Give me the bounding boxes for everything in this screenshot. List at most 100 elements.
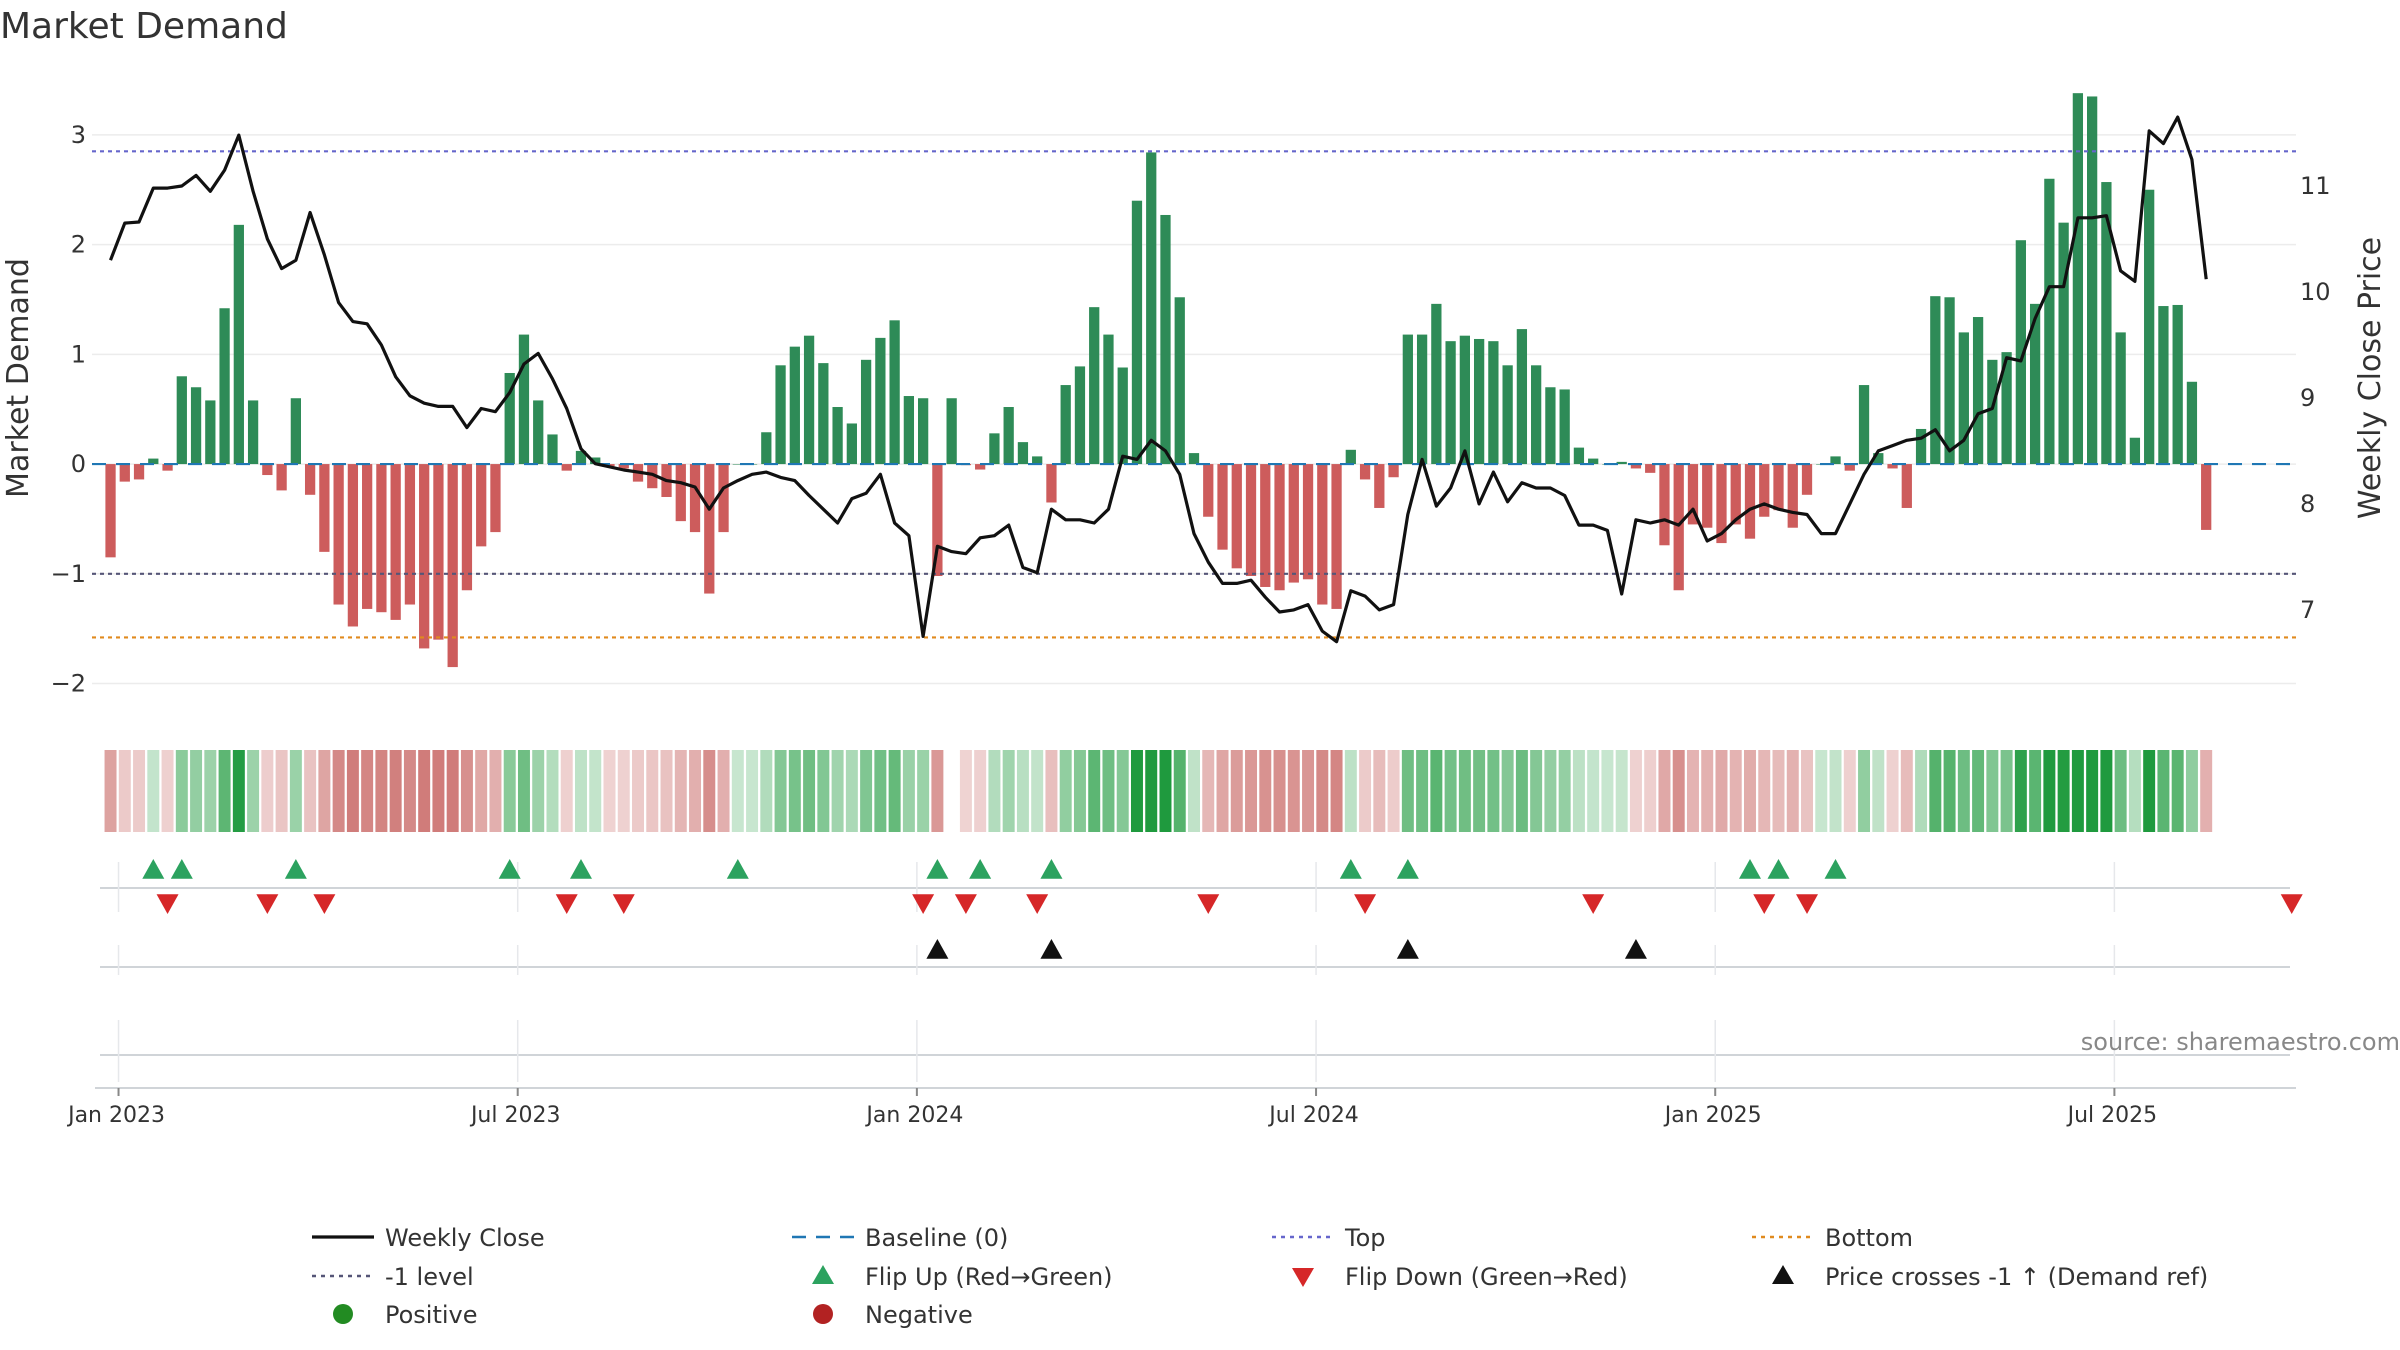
flip-down-marker	[1582, 894, 1605, 914]
flip-down-marker	[954, 894, 977, 914]
x-tick-label: Jan 2023	[66, 1103, 165, 1128]
heat-strip-cell	[1572, 750, 1585, 832]
heat-strip-cell	[731, 750, 744, 832]
legend-swatch	[813, 1304, 833, 1324]
heat-strip-cell	[1701, 750, 1714, 832]
flip-up-marker	[1738, 859, 1761, 879]
demand-bar	[219, 308, 230, 465]
demand-bar	[105, 464, 116, 558]
heat-strip-cell	[2171, 750, 2184, 832]
heat-strip-cell	[1772, 750, 1785, 832]
demand-bar	[1588, 458, 1599, 465]
heat-strip-cell	[389, 750, 402, 832]
y-tick-right-label: 9	[2300, 384, 2315, 412]
heat-strip-cell	[218, 750, 231, 832]
demand-bar	[119, 464, 130, 482]
heat-strip-cell	[1031, 750, 1044, 832]
heat-strip-cell	[2143, 750, 2156, 832]
heat-strip-cell	[1302, 750, 1315, 832]
demand-bar	[1801, 464, 1813, 495]
heat-strip-cell	[1487, 750, 1500, 832]
legend-label: Flip Down (Green→Red)	[1345, 1263, 1628, 1291]
heat-strip-cell	[2014, 750, 2027, 832]
demand-bar	[1702, 464, 1713, 528]
demand-bar	[1773, 464, 1784, 511]
heat-strip-cell	[988, 750, 1001, 832]
demand-bar	[2087, 96, 2098, 465]
y-tick-label: 0	[71, 450, 86, 478]
heat-strip-cell	[2086, 750, 2099, 832]
heat-strip-cell	[1729, 750, 1742, 832]
heat-strip-cell	[432, 750, 445, 832]
heat-strip-cell	[1444, 750, 1457, 832]
demand-bar	[889, 320, 900, 465]
heat-strip-cell	[1173, 750, 1186, 832]
demand-bar	[1331, 464, 1342, 609]
demand-bar	[1687, 464, 1699, 525]
heat-strip-cell	[1515, 750, 1528, 832]
heat-strip-cell	[1473, 750, 1486, 832]
heat-strip-cell	[2114, 750, 2127, 832]
demand-bar	[675, 464, 686, 522]
demand-bar	[946, 398, 957, 465]
demand-bar	[1103, 334, 1114, 465]
heat-strip-cell	[1002, 750, 1015, 832]
weekly-close-layer	[109, 115, 2208, 644]
heat-strip-cell	[1458, 750, 1471, 832]
demand-bar	[2144, 189, 2155, 465]
heat-strip-cell	[517, 750, 530, 832]
heat-strip-cell	[902, 750, 915, 832]
heat-strip-cell	[2057, 750, 2070, 832]
heat-strip-cell	[1629, 750, 1642, 832]
y-tick-label: 2	[71, 231, 86, 259]
heat-strip-cell	[1273, 750, 1286, 832]
legend-label: Price crosses -1 ↑ (Demand ref)	[1825, 1263, 2208, 1291]
demand-bar	[1203, 464, 1214, 517]
heat-strip-cell	[646, 750, 659, 832]
heat-strip-cell	[261, 750, 274, 832]
price-cross-marker	[1624, 939, 1647, 959]
demand-bar	[2015, 240, 2026, 465]
demand-bar	[575, 450, 587, 465]
demand-bar	[718, 464, 729, 533]
heat-strip-cell	[1045, 750, 1058, 832]
flip-up-marker	[1767, 859, 1790, 879]
heat-strip-cell	[1501, 750, 1514, 832]
heat-strip-cell	[1786, 750, 1799, 832]
heat-strip-cell	[1758, 750, 1771, 832]
demand-bar	[1231, 464, 1242, 569]
heat-strip-cell	[546, 750, 559, 832]
heat-strip-cell	[774, 750, 787, 832]
heat-strip-cell	[2200, 750, 2213, 832]
flip-down-marker	[1026, 894, 1049, 914]
demand-bar	[547, 434, 558, 465]
flip-up-marker	[1824, 859, 1847, 879]
demand-bar	[1260, 464, 1271, 587]
heat-strip-cell	[617, 750, 630, 832]
demand-bar	[376, 464, 387, 613]
demand-bar	[1502, 365, 1513, 465]
heat-strip-cell	[1259, 750, 1272, 832]
demand-bar	[190, 387, 202, 465]
demand-bar	[518, 334, 530, 465]
flip-down-marker	[912, 894, 935, 914]
demand-bar	[162, 464, 173, 471]
demand-bar	[262, 464, 273, 476]
demand-bar	[1374, 464, 1385, 508]
right-y-ticks: 7 8 9 10 11	[2300, 172, 2331, 624]
heat-strip-cell	[104, 750, 117, 832]
heat-strip-cell	[1615, 750, 1628, 832]
demand-bar	[1402, 334, 1413, 465]
demand-bar	[490, 464, 501, 533]
demand-bar	[1944, 297, 1955, 465]
demand-bar	[433, 464, 444, 640]
heat-strip-cell	[204, 750, 217, 832]
heat-strip-cell	[1644, 750, 1657, 832]
legend-item: Bottom	[1752, 1224, 1913, 1252]
heat-strip-cell	[874, 750, 887, 832]
demand-bar	[803, 335, 815, 465]
heat-strip-cell	[2071, 750, 2084, 832]
demand-bar	[247, 400, 259, 465]
heat-strip-cell	[974, 750, 987, 832]
demand-bar	[1416, 334, 1428, 465]
